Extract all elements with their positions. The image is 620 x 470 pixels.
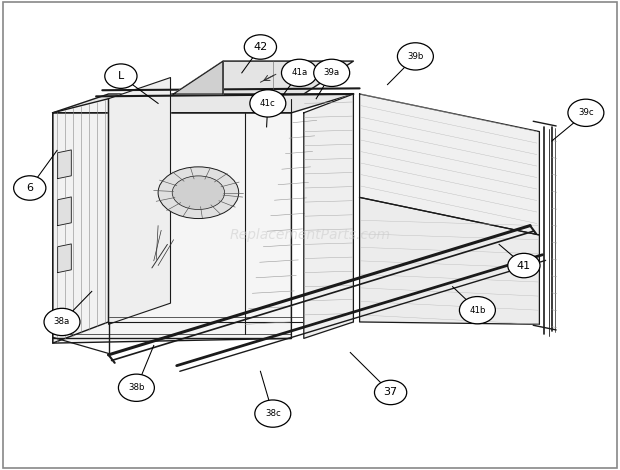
Circle shape [314, 59, 350, 86]
Circle shape [118, 374, 154, 401]
Text: L: L [118, 71, 124, 81]
Text: 41c: 41c [260, 99, 276, 108]
Polygon shape [174, 61, 353, 94]
Circle shape [508, 253, 540, 278]
Text: 37: 37 [384, 387, 397, 398]
Polygon shape [53, 99, 108, 343]
Circle shape [281, 59, 317, 86]
Circle shape [568, 99, 604, 126]
Text: 38b: 38b [128, 383, 144, 392]
Circle shape [250, 90, 286, 117]
Text: 38a: 38a [54, 317, 70, 327]
Polygon shape [53, 94, 353, 113]
Text: 39a: 39a [324, 68, 340, 78]
Ellipse shape [172, 176, 224, 210]
Text: 41: 41 [517, 260, 531, 271]
Polygon shape [58, 197, 71, 226]
Text: 38c: 38c [265, 409, 281, 418]
Polygon shape [360, 94, 539, 235]
Circle shape [14, 176, 46, 200]
Text: 39b: 39b [407, 52, 423, 61]
Text: 41b: 41b [469, 306, 485, 315]
Circle shape [255, 400, 291, 427]
Ellipse shape [158, 167, 239, 219]
Circle shape [374, 380, 407, 405]
Polygon shape [58, 150, 71, 179]
Text: 42: 42 [254, 42, 267, 52]
Polygon shape [108, 78, 171, 324]
Circle shape [397, 43, 433, 70]
Circle shape [244, 35, 277, 59]
Polygon shape [304, 94, 353, 338]
Text: 41a: 41a [291, 68, 308, 78]
Polygon shape [58, 244, 71, 273]
Text: 6: 6 [26, 183, 33, 193]
Circle shape [105, 64, 137, 88]
Circle shape [459, 297, 495, 324]
Polygon shape [53, 113, 291, 343]
Text: 39c: 39c [578, 108, 594, 118]
Polygon shape [360, 197, 539, 324]
Circle shape [44, 308, 80, 336]
Text: ReplacementParts.com: ReplacementParts.com [229, 228, 391, 242]
Polygon shape [174, 61, 223, 94]
